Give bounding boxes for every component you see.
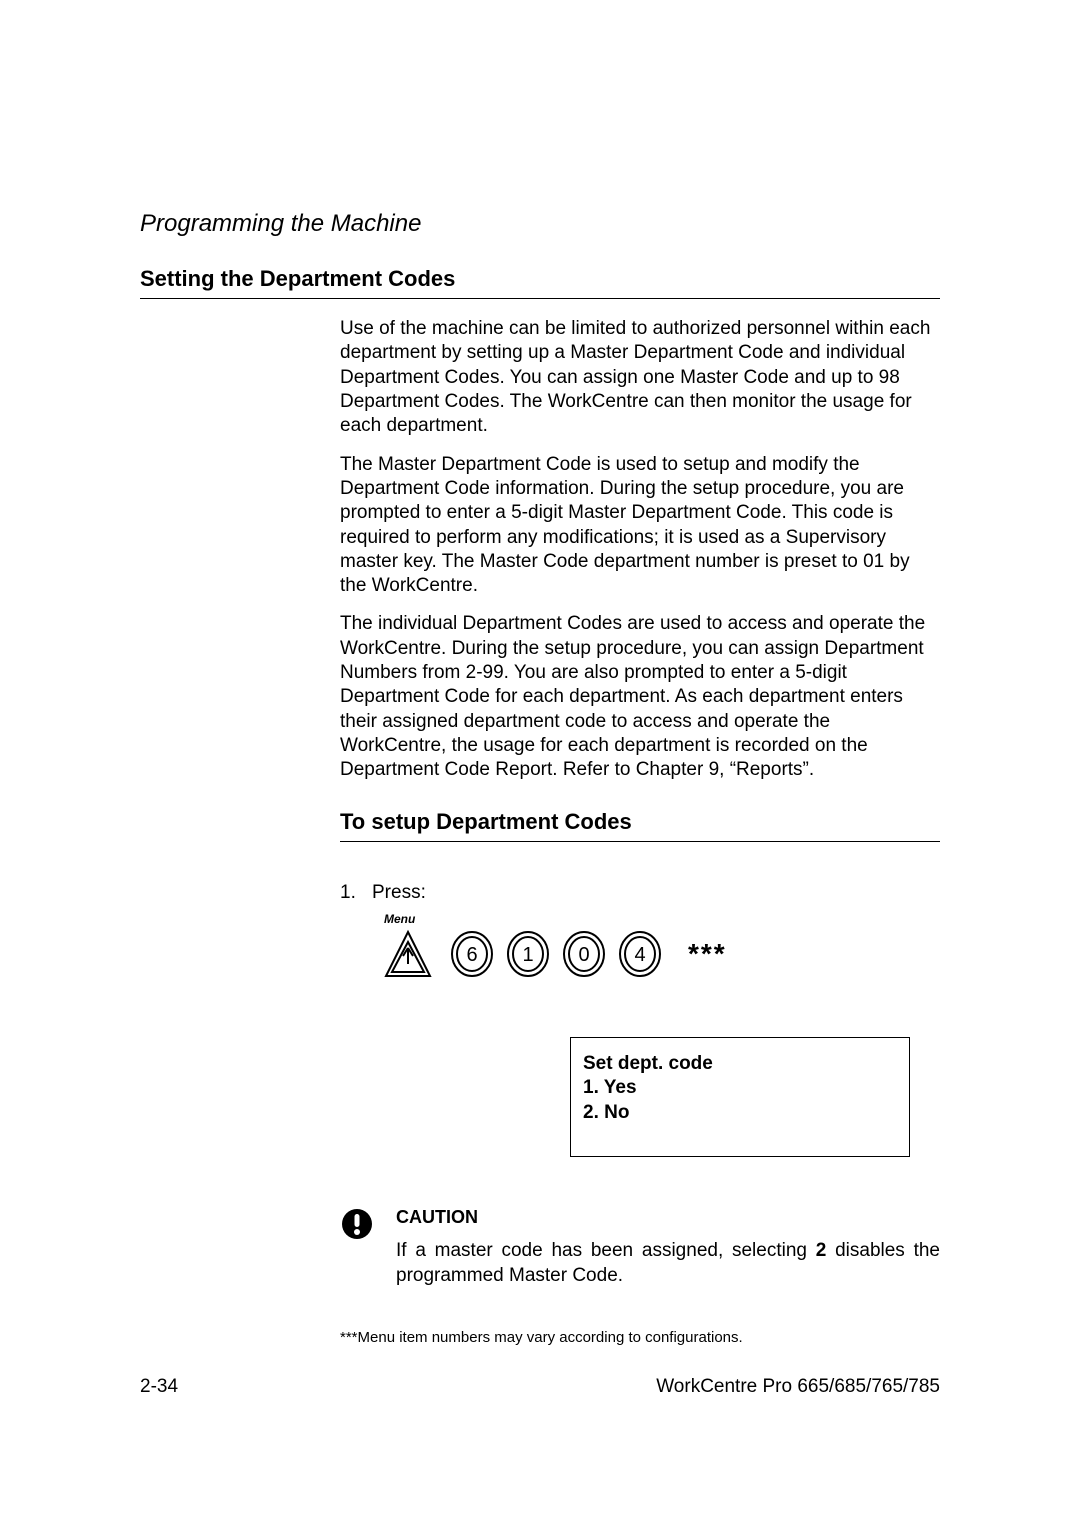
footnote: ***Menu item numbers may vary according … — [340, 1329, 940, 1346]
paragraph-1: Use of the machine can be limited to aut… — [340, 317, 940, 439]
digit-4: 4 — [634, 944, 645, 966]
digit-6: 6 — [466, 944, 477, 966]
section-header: Programming the Machine — [140, 210, 940, 238]
heading-1: Setting the Department Codes — [140, 266, 940, 292]
caution-icon — [340, 1207, 374, 1241]
page-footer: 2-34 WorkCentre Pro 665/685/765/785 — [140, 1376, 940, 1398]
caution-block: CAUTION If a master code has been assign… — [340, 1207, 940, 1289]
caution-title: CAUTION — [396, 1207, 940, 1228]
document-page: Programming the Machine Setting the Depa… — [0, 0, 1080, 1528]
product-name: WorkCentre Pro 665/685/765/785 — [656, 1376, 940, 1398]
lcd-line-1: Set dept. code — [583, 1052, 897, 1077]
lcd-line-3: 2. No — [583, 1101, 897, 1126]
digit-0: 0 — [578, 944, 589, 966]
caution-text-bold: 2 — [816, 1240, 827, 1261]
caution-text: If a master code has been assigned, sele… — [396, 1238, 940, 1289]
menu-button-icon — [380, 926, 436, 982]
paragraph-3: The individual Department Codes are used… — [340, 612, 940, 782]
digit-button-4-icon: 4 — [616, 926, 664, 982]
body-column: Use of the machine can be limited to aut… — [340, 317, 940, 783]
lcd-display: Set dept. code 1. Yes 2. No — [570, 1037, 910, 1157]
digit-1: 1 — [522, 944, 533, 966]
heading-2-rule: To setup Department Codes — [340, 809, 940, 842]
digit-button-6-icon: 6 — [448, 926, 496, 982]
menu-label: Menu — [384, 912, 415, 926]
lcd-line-2: 1. Yes — [583, 1076, 897, 1101]
menu-button-wrap: Menu — [380, 914, 440, 987]
caution-text-pre: If a master code has been assigned, sele… — [396, 1240, 816, 1261]
step-text: Press: — [372, 882, 426, 904]
digit-button-0-icon: 0 — [560, 926, 608, 982]
step-row: 1. Press: — [340, 882, 940, 904]
paragraph-2: The Master Department Code is used to se… — [340, 453, 940, 599]
page-number: 2-34 — [140, 1376, 178, 1398]
asterisks: *** — [688, 938, 727, 970]
digit-button-1-icon: 1 — [504, 926, 552, 982]
step-number: 1. — [340, 882, 372, 904]
caution-text-col: CAUTION If a master code has been assign… — [396, 1207, 940, 1289]
button-sequence: Menu 6 1 0 4 *** — [380, 914, 940, 987]
heading-1-rule: Setting the Department Codes — [140, 266, 940, 299]
heading-2: To setup Department Codes — [340, 809, 940, 835]
